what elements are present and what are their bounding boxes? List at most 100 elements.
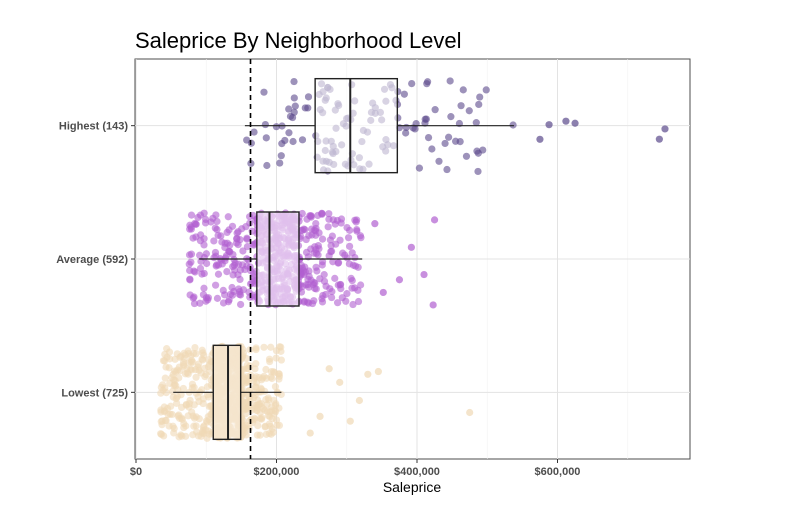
data-point (200, 284, 208, 292)
data-point (270, 396, 278, 404)
data-point (170, 429, 178, 437)
data-point (214, 231, 222, 239)
data-point (170, 367, 179, 375)
data-point (194, 360, 203, 368)
data-point (234, 240, 242, 249)
data-point (423, 80, 431, 88)
data-point (318, 258, 327, 266)
data-point (226, 290, 235, 298)
box-iqr (314, 77, 399, 174)
data-point (328, 293, 336, 302)
data-point (275, 375, 283, 383)
data-point (443, 165, 451, 174)
data-point (221, 254, 230, 262)
data-point (472, 119, 480, 127)
data-point (271, 383, 280, 391)
data-point (311, 284, 319, 293)
data-point (428, 145, 436, 153)
data-point (157, 408, 165, 416)
data-point (191, 344, 199, 352)
data-point (445, 133, 453, 141)
data-point (408, 79, 416, 88)
data-point (268, 407, 276, 415)
data-point (347, 274, 355, 282)
data-point (201, 219, 210, 227)
data-point (297, 288, 306, 296)
data-point (183, 369, 191, 377)
outlier-point (346, 417, 354, 425)
data-point (337, 284, 345, 293)
data-point (243, 378, 251, 386)
data-point (272, 347, 281, 355)
data-point (353, 216, 361, 224)
data-point (357, 234, 365, 242)
data-point (344, 234, 353, 242)
data-point (175, 374, 183, 382)
data-point (196, 264, 205, 273)
data-point (191, 219, 199, 228)
data-point (329, 258, 337, 266)
y-axis-ticks: Highest (143) Average (592) Lowest (725) (56, 121, 135, 399)
x-tick-label: $0 (130, 466, 142, 478)
outlier-point (336, 378, 344, 386)
data-point (187, 211, 196, 219)
data-point (196, 299, 204, 307)
data-point (305, 283, 313, 291)
data-point (203, 434, 211, 442)
data-point (200, 241, 208, 249)
data-point (267, 343, 275, 351)
outlier-point (545, 121, 553, 129)
data-point (260, 343, 268, 351)
outlier-point (661, 125, 669, 133)
data-point (162, 363, 170, 371)
outlier-point (407, 243, 415, 251)
data-point (196, 211, 205, 219)
data-point (179, 384, 187, 393)
data-point (212, 252, 220, 260)
data-point (314, 251, 322, 259)
data-point (179, 358, 188, 367)
data-point (424, 134, 433, 142)
data-point (250, 241, 258, 249)
data-point (304, 299, 313, 307)
data-point (276, 159, 284, 167)
data-point (343, 254, 351, 262)
data-point (186, 275, 194, 283)
data-point (192, 422, 200, 430)
data-point (402, 123, 410, 132)
outlier-point (395, 276, 404, 284)
data-point (349, 261, 357, 269)
data-point (304, 104, 312, 112)
x-axis-title: Saleprice (383, 479, 442, 495)
data-point (239, 247, 247, 255)
data-point (333, 299, 342, 307)
data-point (482, 86, 490, 94)
data-point (353, 227, 361, 235)
data-point (289, 137, 297, 146)
data-point (175, 411, 183, 419)
data-point (237, 300, 245, 309)
data-point (262, 430, 270, 438)
data-point (189, 294, 197, 302)
y-tick-label: Highest (143) (59, 121, 128, 133)
data-point (262, 134, 270, 142)
data-point (331, 220, 339, 228)
x-tick-label: $600,000 (535, 466, 581, 478)
data-point (198, 346, 206, 354)
data-point (194, 393, 202, 401)
data-point (313, 267, 321, 275)
data-point (197, 231, 205, 239)
data-point (262, 395, 270, 404)
data-point (509, 121, 517, 129)
data-point (277, 152, 285, 160)
data-point (475, 100, 483, 109)
data-point (236, 288, 244, 296)
data-point (198, 355, 206, 363)
data-point (435, 157, 443, 165)
data-point (200, 364, 209, 372)
data-point (219, 299, 228, 307)
data-point (223, 228, 231, 237)
data-point (195, 366, 203, 374)
data-point (312, 231, 320, 239)
outlier-point (379, 288, 387, 297)
